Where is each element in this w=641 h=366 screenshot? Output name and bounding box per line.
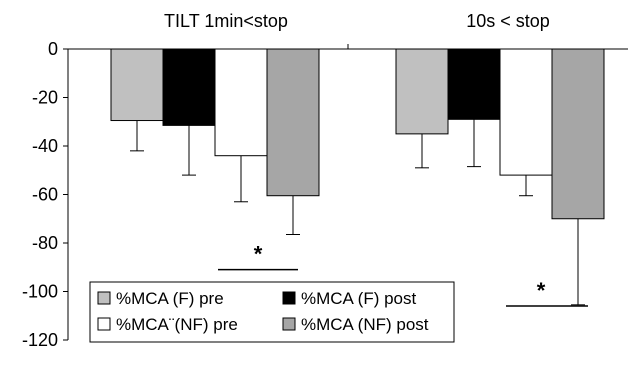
significance-star: * — [254, 242, 263, 267]
bar — [499, 48, 553, 176]
bar — [395, 48, 449, 135]
y-tick-label: -40 — [32, 136, 58, 156]
bar — [110, 48, 164, 122]
legend: %MCA (F) pre %MCA (F) post %MCA¨(NF) pre %M… — [89, 281, 455, 343]
y-tick-label: -20 — [32, 88, 58, 108]
y-tick-label: -100 — [22, 282, 58, 302]
bar — [551, 48, 605, 220]
legend-label: %MCA (F) pre — [116, 289, 224, 308]
category-title: TILT 1min<stop — [164, 11, 288, 31]
group-titles: TILT 1min<stop 10s < stop — [164, 11, 550, 31]
legend-label: %MCA¨(NF) pre — [116, 315, 238, 334]
legend-swatch — [282, 291, 296, 305]
bar — [214, 48, 268, 157]
legend-label: %MCA (NF) post — [301, 315, 429, 334]
legend-swatch — [97, 291, 111, 305]
legend-box — [89, 281, 455, 343]
legend-label: %MCA (F) post — [301, 289, 417, 308]
significance-marks: ** — [218, 242, 588, 307]
y-tick-label: -60 — [32, 185, 58, 205]
axes: 0 -20 -40 -60 -80 -100 -120 — [22, 39, 628, 350]
error-bars — [130, 119, 585, 306]
y-tick-label: -120 — [22, 330, 58, 350]
bar — [266, 48, 320, 197]
legend-swatch — [97, 317, 111, 331]
bar — [162, 48, 216, 126]
significance-star: * — [537, 278, 546, 303]
y-tick-label: 0 — [48, 39, 58, 59]
category-title: 10s < stop — [466, 11, 550, 31]
legend-swatch — [282, 317, 296, 331]
bar — [447, 48, 501, 120]
bars — [110, 48, 605, 220]
y-tick-label: -80 — [32, 233, 58, 253]
